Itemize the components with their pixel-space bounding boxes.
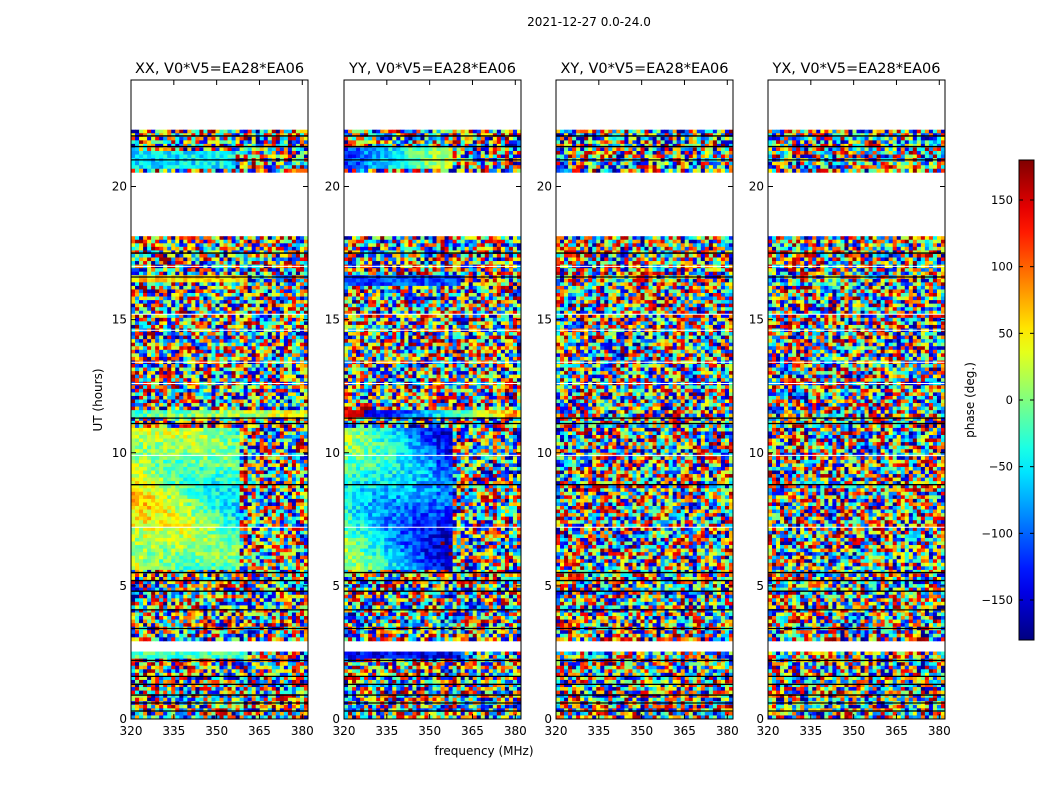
- heatmap-cells: [556, 129, 733, 719]
- x-tick-label: 335: [162, 724, 185, 738]
- colorbar-label: phase (deg.): [963, 362, 977, 438]
- x-tick-label: 335: [799, 724, 822, 738]
- colorbar-tick-label: 100: [991, 260, 1013, 274]
- heatmap-cells: [131, 129, 308, 719]
- x-tick-label: 380: [716, 724, 739, 738]
- y-tick-label: 0: [119, 712, 127, 726]
- y-tick-label: 10: [112, 446, 127, 460]
- x-tick-label: 320: [120, 724, 143, 738]
- flag-lines: [131, 135, 308, 712]
- y-tick-label: 15: [112, 313, 127, 327]
- x-tick-label: 350: [205, 724, 228, 738]
- x-tick-label: 380: [928, 724, 951, 738]
- colorbar-tick-label: 0: [1006, 393, 1013, 407]
- x-tick-label: 335: [375, 724, 398, 738]
- y-tick-label: 5: [119, 579, 127, 593]
- panel-yx: YX, V0*V5=EA28*EA06 0 5 10 15 20 320 335 350 365 3…: [749, 61, 951, 738]
- colorbar: 150 100 50 0 −50 −100 −150: [981, 159, 1035, 641]
- heatmap-cells: [344, 129, 521, 719]
- x-tick-label: 320: [333, 724, 356, 738]
- y-tick-label: 10: [537, 446, 552, 460]
- x-tick-label: 350: [418, 724, 441, 738]
- y-axis-label: UT (hours): [91, 368, 105, 431]
- colorbar-tick-label: −100: [981, 526, 1013, 540]
- panel-title: XX, V0*V5=EA28*EA06: [135, 61, 304, 77]
- panel-frame: [343, 79, 522, 720]
- colorbar-tick-label: 150: [991, 193, 1013, 207]
- y-tick-label: 15: [749, 313, 764, 327]
- y-tick-label: 20: [749, 180, 764, 194]
- flag-lines: [768, 135, 945, 712]
- colorbar-tick-label: −150: [981, 593, 1013, 607]
- y-tick-label: 0: [332, 712, 340, 726]
- panel-xx: XX, V0*V5=EA28*EA06 0 5 10 15 20 320 335 350 365 3…: [112, 61, 314, 738]
- panel-title: XY, V0*V5=EA28*EA06: [560, 61, 728, 77]
- y-tick-label: 15: [537, 313, 552, 327]
- panel-title: YY, V0*V5=EA28*EA06: [348, 61, 516, 77]
- x-tick-label: 320: [757, 724, 780, 738]
- flag-lines: [344, 135, 521, 712]
- panel-frame: [767, 79, 946, 720]
- y-tick-label: 10: [749, 446, 764, 460]
- x-tick-label: 365: [461, 724, 484, 738]
- x-tick-label: 380: [504, 724, 527, 738]
- y-tick-label: 20: [537, 180, 552, 194]
- panels: XX, V0*V5=EA28*EA06 0 5 10 15 20 320 335 350 365 3…: [112, 61, 951, 738]
- y-tick-label: 5: [756, 579, 764, 593]
- y-tick-label: 5: [332, 579, 340, 593]
- x-tick-label: 365: [885, 724, 908, 738]
- figure-title: 2021-12-27 0.0-24.0: [527, 15, 651, 29]
- y-tick-label: 0: [544, 712, 552, 726]
- x-tick-label: 365: [248, 724, 271, 738]
- x-tick-label: 350: [630, 724, 653, 738]
- y-tick-label: 20: [325, 180, 340, 194]
- x-tick-label: 380: [291, 724, 314, 738]
- x-axis-label: frequency (MHz): [434, 744, 533, 758]
- y-tick-label: 5: [544, 579, 552, 593]
- colorbar-tick-label: −50: [989, 460, 1013, 474]
- y-tick-label: 10: [325, 446, 340, 460]
- y-tick-label: 0: [756, 712, 764, 726]
- x-tick-label: 335: [587, 724, 610, 738]
- panel-xy: XY, V0*V5=EA28*EA06 0 5 10 15 20 320 335 350 365 3…: [537, 61, 739, 738]
- x-tick-label: 320: [545, 724, 568, 738]
- x-tick-label: 350: [842, 724, 865, 738]
- panel-frame: [130, 79, 309, 720]
- panel-frame: [555, 79, 734, 720]
- x-tick-label: 365: [673, 724, 696, 738]
- colorbar-tick-label: 50: [998, 326, 1013, 340]
- panel-yy: YY, V0*V5=EA28*EA06 0 5 10 15 20 320 335 350 365 3…: [325, 61, 527, 738]
- y-tick-label: 20: [112, 180, 127, 194]
- panel-title: YX, V0*V5=EA28*EA06: [771, 61, 940, 77]
- y-tick-label: 15: [325, 313, 340, 327]
- flag-lines: [556, 135, 733, 712]
